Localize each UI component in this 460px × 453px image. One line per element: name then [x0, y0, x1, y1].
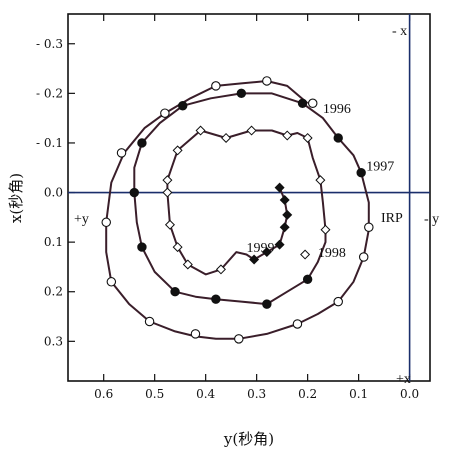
- open-diamond-point: [162, 175, 173, 186]
- year-annotation: 1998: [318, 246, 346, 261]
- neg-x-marker: - x: [392, 24, 407, 39]
- filled-circle-point: [211, 294, 221, 304]
- neg-y-marker: - y: [424, 212, 439, 227]
- y-tick-label: 0.2: [44, 285, 63, 299]
- x-tick-label: 0.1: [349, 387, 368, 401]
- open-circle-point: [211, 81, 221, 91]
- annotation-labels: 1996 1997 1998 1999: [246, 102, 394, 261]
- filled-diamond-point: [282, 209, 293, 220]
- year-annotation: 1999: [246, 241, 274, 256]
- data-markers: [101, 76, 374, 344]
- open-circle-point: [358, 252, 369, 262]
- open-diamond-point: [302, 132, 313, 143]
- open-diamond-point: [172, 242, 183, 253]
- filled-diamond-point: [279, 222, 290, 233]
- y-tick-label: 0.0: [44, 186, 63, 200]
- filled-circle-point: [297, 98, 308, 108]
- open-circle-point: [160, 108, 170, 118]
- x-tick-label: 0.0: [400, 387, 419, 401]
- open-diamond-point: [172, 145, 183, 156]
- x-tick-label: 0.3: [247, 387, 266, 401]
- y-tick-label: 0.3: [44, 334, 63, 348]
- open-circle-point: [106, 277, 117, 287]
- open-circle-point: [307, 98, 318, 109]
- reference-lines: [68, 14, 430, 381]
- filled-circle-point: [302, 274, 313, 285]
- x-tick-label: 0.6: [94, 387, 113, 401]
- open-diamond-point: [221, 132, 232, 143]
- open-diamond-point: [320, 224, 331, 235]
- y-axis-title: x(秒角): [7, 173, 25, 223]
- open-diamond-point: [164, 219, 175, 230]
- open-circle-point: [364, 222, 374, 233]
- ticks-layer: 0.6 0.5 0.4 0.3 0.2 0.1 0.0 - 0.3 - 0.2 - 0.1 0.0 0…: [36, 14, 419, 401]
- pos-x-marker: +x: [396, 372, 411, 387]
- x-tick-label: 0.4: [196, 387, 215, 401]
- plot-frame: [67, 13, 431, 382]
- y-tick-label: - 0.1: [36, 136, 63, 150]
- filled-diamond-point: [274, 182, 285, 193]
- filled-circle-point: [137, 242, 147, 252]
- open-diamond-point: [162, 187, 173, 198]
- open-diamond-point: [182, 259, 193, 270]
- irp-label: IRP: [381, 211, 403, 226]
- filled-diamond-point: [274, 239, 285, 250]
- open-circle-point: [144, 316, 155, 327]
- x-tick-label: 0.5: [145, 387, 164, 401]
- open-diamond-point: [195, 125, 206, 136]
- x-axis-title: y(秒角): [223, 430, 274, 448]
- open-diamond-point: [246, 125, 257, 136]
- filled-circle-point: [170, 287, 180, 297]
- filled-diamond-point: [249, 254, 260, 265]
- open-circle-point: [262, 76, 272, 86]
- open-diamond-point: [300, 249, 311, 260]
- open-circle-point: [101, 217, 111, 228]
- filled-circle-point: [137, 138, 147, 148]
- y-tick-label: 0.1: [44, 235, 63, 249]
- open-circle-point: [333, 296, 343, 307]
- filled-circle-point: [356, 168, 366, 178]
- motion-track-line: [105, 80, 370, 340]
- open-diamond-point: [215, 264, 226, 275]
- open-circle-point: [116, 148, 127, 158]
- filled-circle-point: [236, 88, 247, 99]
- open-diamond-point: [282, 130, 293, 141]
- open-diamond-point: [315, 175, 326, 186]
- open-circle-point: [292, 319, 303, 329]
- x-tick-label: 0.2: [298, 387, 317, 401]
- year-annotation: 1997: [366, 159, 394, 174]
- y-tick-label: - 0.3: [36, 37, 63, 51]
- open-circle-point: [190, 329, 201, 339]
- year-annotation: 1996: [323, 102, 351, 117]
- y-tick-label: - 0.2: [36, 86, 63, 100]
- pos-y-marker: +y: [74, 212, 89, 227]
- filled-circle-point: [129, 187, 139, 198]
- filled-circle-point: [262, 299, 272, 309]
- filled-circle-point: [333, 133, 343, 143]
- open-circle-point: [234, 334, 244, 344]
- filled-diamond-point: [279, 194, 290, 205]
- filled-circle-point: [178, 101, 188, 111]
- filled-diamond-point: [261, 247, 272, 258]
